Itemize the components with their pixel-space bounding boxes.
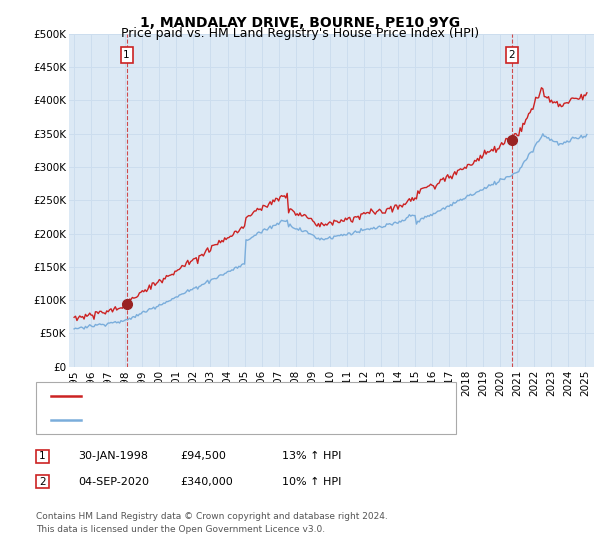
Text: 1, MANDALAY DRIVE, BOURNE, PE10 9YG (detached house): 1, MANDALAY DRIVE, BOURNE, PE10 9YG (det… — [87, 391, 417, 402]
Text: 13% ↑ HPI: 13% ↑ HPI — [282, 451, 341, 461]
Text: HPI: Average price, detached house, South Kesteven: HPI: Average price, detached house, Sout… — [87, 415, 380, 425]
Text: 30-JAN-1998: 30-JAN-1998 — [78, 451, 148, 461]
Text: 04-SEP-2020: 04-SEP-2020 — [78, 477, 149, 487]
Text: 1, MANDALAY DRIVE, BOURNE, PE10 9YG: 1, MANDALAY DRIVE, BOURNE, PE10 9YG — [140, 16, 460, 30]
Text: Price paid vs. HM Land Registry's House Price Index (HPI): Price paid vs. HM Land Registry's House … — [121, 27, 479, 40]
Text: £340,000: £340,000 — [180, 477, 233, 487]
Text: 1: 1 — [124, 50, 130, 60]
Text: 2: 2 — [39, 477, 46, 487]
Text: 1: 1 — [39, 451, 46, 461]
Text: Contains HM Land Registry data © Crown copyright and database right 2024.
This d: Contains HM Land Registry data © Crown c… — [36, 512, 388, 534]
Text: £94,500: £94,500 — [180, 451, 226, 461]
Text: 10% ↑ HPI: 10% ↑ HPI — [282, 477, 341, 487]
Text: 2: 2 — [508, 50, 515, 60]
